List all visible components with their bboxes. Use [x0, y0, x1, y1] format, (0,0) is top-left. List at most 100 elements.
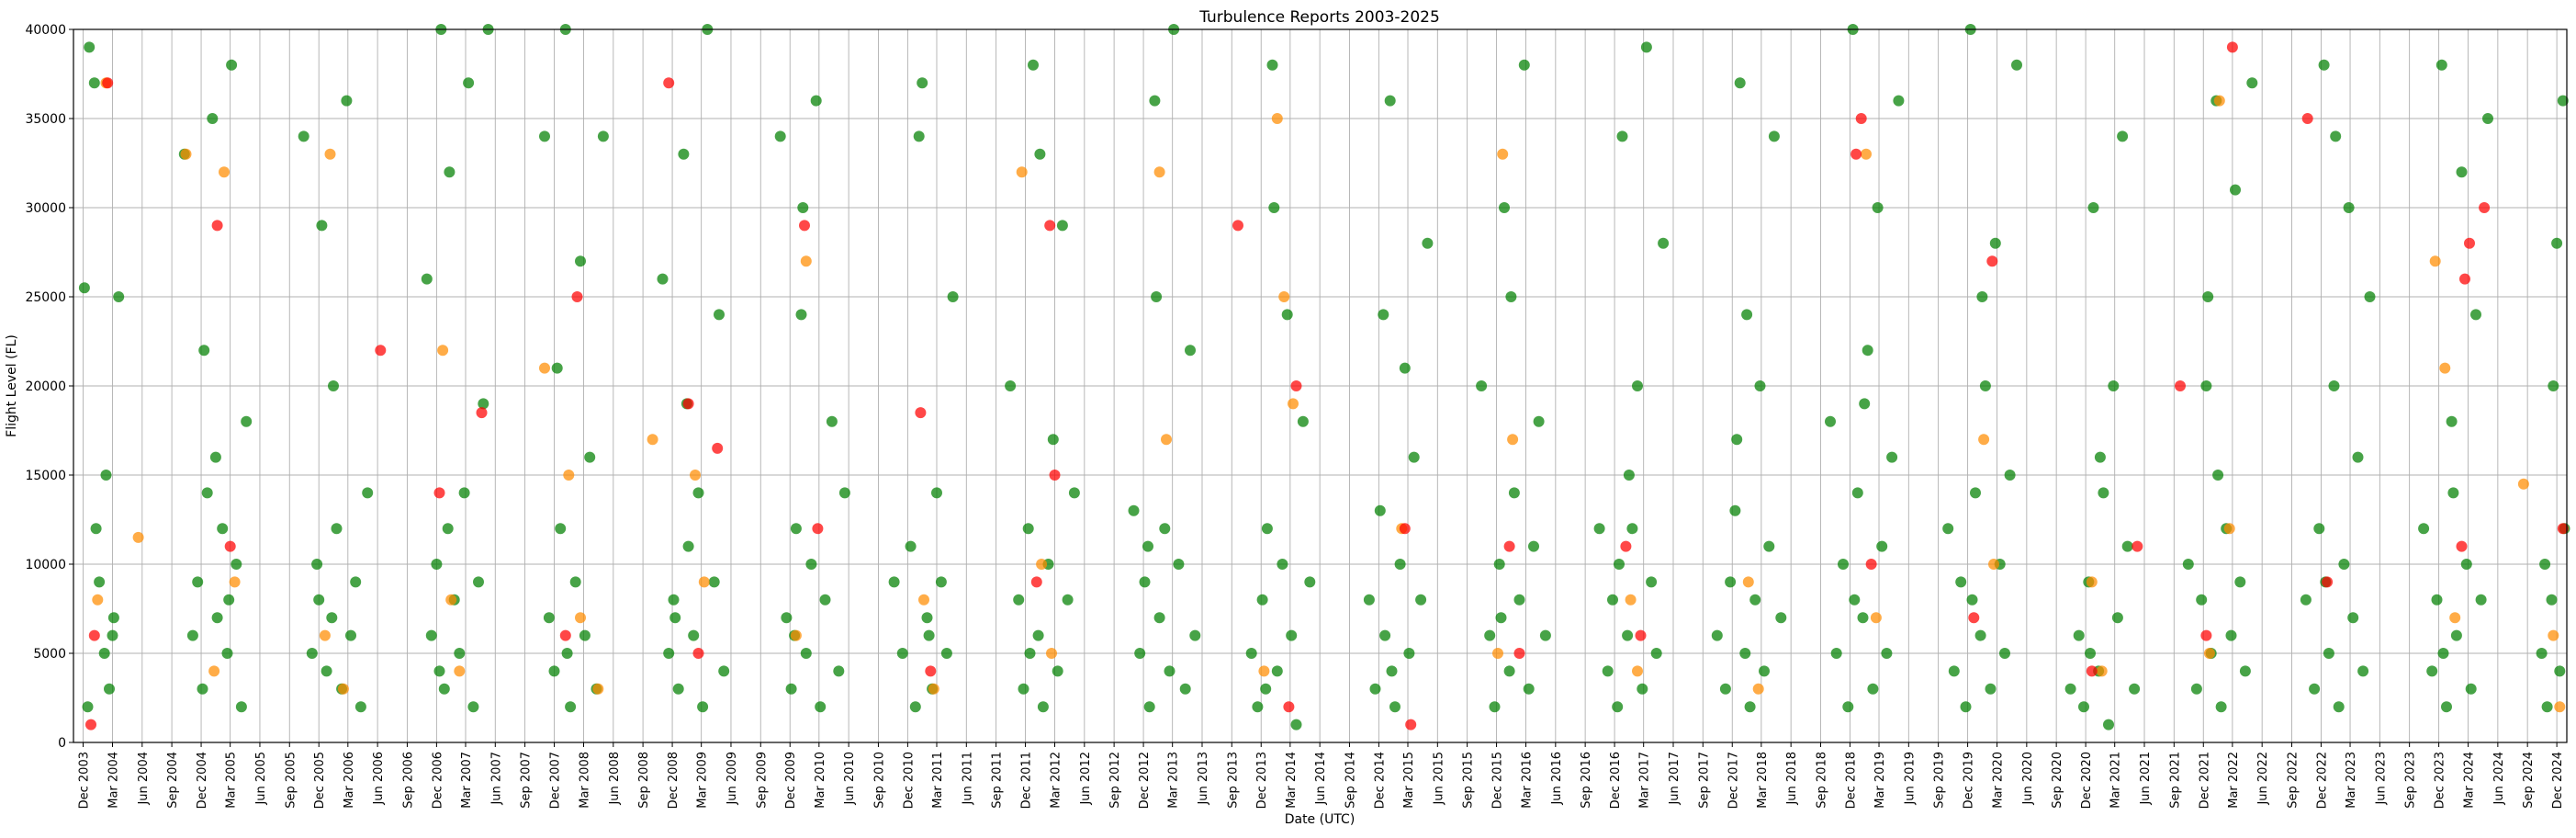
- data-point: [197, 683, 208, 695]
- x-tick-label: Jun 2011: [961, 752, 974, 806]
- data-point: [774, 130, 786, 142]
- data-point: [584, 451, 596, 463]
- data-point: [2554, 665, 2566, 677]
- data-point: [223, 594, 235, 606]
- data-point: [1775, 612, 1787, 624]
- data-point: [2129, 683, 2141, 695]
- data-point: [1283, 701, 1295, 713]
- data-point: [2548, 629, 2559, 641]
- data-point: [444, 166, 456, 178]
- data-point: [2223, 523, 2235, 535]
- data-point: [1729, 504, 1741, 516]
- x-tick-label: Sep 2017: [1697, 752, 1711, 809]
- data-point: [575, 255, 586, 267]
- data-point: [1607, 594, 1618, 606]
- y-tick-label: 10000: [25, 558, 66, 572]
- data-point: [2548, 380, 2559, 391]
- data-point: [2551, 237, 2563, 249]
- data-point: [905, 540, 917, 552]
- data-point: [2464, 237, 2475, 249]
- data-point: [819, 594, 831, 606]
- data-point: [1476, 380, 1488, 391]
- data-point: [445, 594, 457, 606]
- data-point: [1614, 559, 1625, 570]
- data-point: [1640, 41, 1652, 53]
- data-point: [1986, 255, 1998, 267]
- data-point: [1632, 665, 1643, 677]
- data-point: [669, 612, 681, 624]
- data-point: [316, 220, 328, 232]
- data-point: [1256, 594, 1268, 606]
- data-point: [1164, 665, 1176, 677]
- data-point: [235, 701, 247, 713]
- data-point: [211, 612, 223, 624]
- data-point: [1369, 683, 1381, 695]
- data-point: [1499, 202, 1510, 213]
- data-point: [1013, 594, 1025, 606]
- data-point: [1861, 148, 1872, 160]
- data-point: [90, 523, 102, 535]
- data-point: [180, 148, 192, 160]
- data-point: [1985, 683, 1997, 695]
- data-point: [433, 665, 445, 677]
- data-point: [1513, 594, 1525, 606]
- data-point: [2437, 648, 2449, 659]
- data-point: [2431, 594, 2443, 606]
- data-point: [2011, 59, 2022, 71]
- data-point: [2441, 701, 2452, 713]
- x-tick-label: Sep 2008: [637, 752, 651, 809]
- data-point: [1139, 576, 1151, 588]
- data-point: [2479, 202, 2491, 213]
- data-point: [1153, 166, 1165, 178]
- data-point: [2318, 59, 2330, 71]
- data-point: [1505, 291, 1517, 302]
- data-point: [2121, 540, 2133, 552]
- x-tick-label: Jun 2019: [1903, 752, 1917, 806]
- data-point: [2225, 629, 2237, 641]
- data-point: [1189, 629, 1201, 641]
- data-point: [2096, 665, 2108, 677]
- data-point: [1179, 683, 1191, 695]
- data-point: [100, 470, 112, 481]
- data-point: [1955, 576, 1967, 588]
- data-point: [1399, 523, 1411, 535]
- data-point: [1028, 59, 1039, 71]
- data-point: [1415, 594, 1427, 606]
- data-point: [647, 434, 658, 446]
- data-point: [1277, 559, 1288, 570]
- x-tick-label: Jun 2024: [2492, 752, 2506, 806]
- data-point: [208, 665, 220, 677]
- data-point: [98, 648, 110, 659]
- data-point: [337, 683, 349, 695]
- x-tick-label: Dec 2006: [431, 752, 444, 809]
- data-point: [2103, 719, 2114, 730]
- data-point: [2333, 701, 2345, 713]
- x-tick-label: Dec 2011: [1020, 752, 1034, 809]
- data-point: [1650, 648, 1662, 659]
- data-point: [1489, 701, 1501, 713]
- data-point: [1768, 130, 1780, 142]
- x-tick-label: Jun 2017: [1668, 752, 1682, 806]
- data-point: [1528, 540, 1539, 552]
- data-point: [2450, 629, 2462, 641]
- data-point: [1068, 487, 1080, 499]
- data-point: [1759, 665, 1770, 677]
- data-point: [1422, 237, 1434, 249]
- data-point: [2203, 648, 2215, 659]
- data-point: [1893, 95, 1905, 107]
- data-point: [2309, 683, 2321, 695]
- data-point: [565, 701, 577, 713]
- data-point: [539, 362, 550, 374]
- data-point: [2215, 701, 2227, 713]
- data-point: [1752, 683, 1764, 695]
- data-point: [815, 701, 827, 713]
- data-point: [1034, 148, 1046, 160]
- data-point: [2078, 701, 2089, 713]
- x-tick-label: Jun 2021: [2139, 752, 2153, 806]
- data-point: [2456, 540, 2468, 552]
- x-tick-label: Sep 2012: [1108, 752, 1122, 809]
- data-point: [198, 345, 210, 357]
- data-point: [186, 629, 198, 641]
- y-tick-label: 15000: [25, 469, 66, 483]
- data-point: [800, 648, 812, 659]
